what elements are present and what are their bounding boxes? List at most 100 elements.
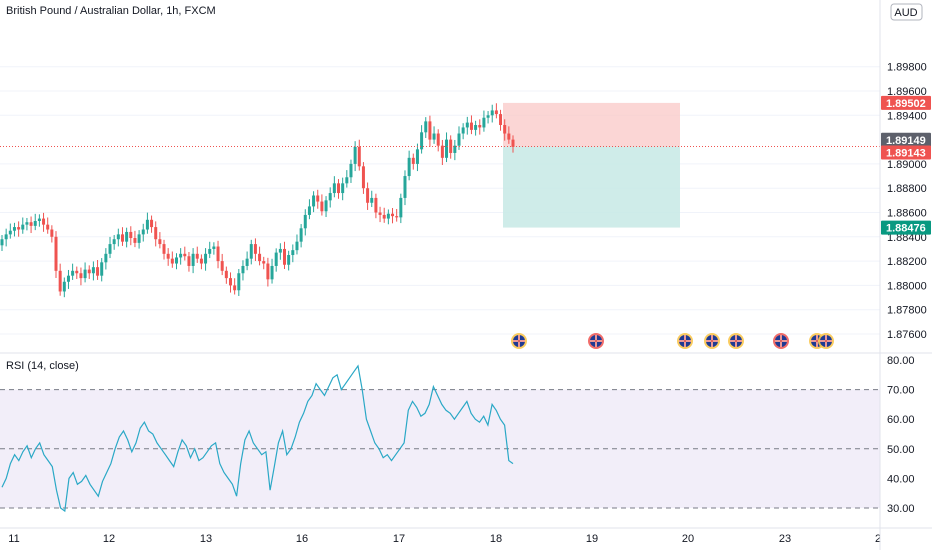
candle-body (220, 261, 224, 271)
candle-body (320, 201, 324, 212)
candle-body (75, 270, 79, 274)
candle-body (249, 244, 253, 259)
candle-body (490, 110, 494, 116)
au-flag-icon[interactable] (773, 333, 789, 349)
rsi-tick-label: 80.00 (887, 355, 915, 367)
candle-body (108, 244, 112, 254)
candle-body (440, 145, 444, 158)
candle-body (366, 188, 370, 203)
candle-body (478, 125, 482, 128)
take-profit-zone[interactable] (503, 146, 680, 228)
candle-body (465, 122, 469, 128)
candle-body (154, 227, 158, 240)
au-flag-icon[interactable] (588, 333, 604, 349)
uk-flag-icon[interactable] (704, 333, 720, 349)
candle-body (507, 133, 511, 140)
rsi-line (1, 364, 514, 513)
economic-events[interactable] (511, 333, 834, 349)
price-tick-label: 1.89400 (887, 110, 927, 122)
price-axis[interactable]: 1.89800 1.89600 1.89400 1.89000 1.88800 1.886… (887, 62, 927, 341)
uk-flag-icon[interactable] (818, 333, 834, 349)
candle-body (457, 133, 461, 146)
candle-body (332, 183, 336, 194)
rsi-tick-label: 70.00 (887, 385, 915, 397)
time-tick-label: 13 (200, 533, 212, 545)
time-tick-label: 2 (875, 533, 881, 545)
candle-body (253, 244, 257, 254)
candle-body (179, 253, 183, 258)
candle-body (424, 121, 428, 133)
candle-body (71, 270, 75, 276)
stop-loss-zone[interactable] (503, 102, 680, 147)
candle-body (133, 238, 137, 243)
candle-body (170, 258, 174, 264)
candle-body (25, 222, 29, 225)
time-axis[interactable]: 11 12 13 16 17 18 19 20 23 2 (8, 533, 881, 545)
rsi-grid (0, 389, 880, 509)
rsi-axis[interactable]: 80.00 70.00 60.00 50.00 40.00 30.00 (887, 355, 915, 515)
candle-body (17, 227, 21, 230)
candle-body (204, 253, 208, 264)
uk-flag-icon[interactable] (511, 333, 527, 349)
candle-body (486, 115, 490, 118)
uk-flag-icon[interactable] (728, 333, 744, 349)
price-tag-label: 1.89149 (886, 135, 926, 147)
candle-body (195, 253, 199, 259)
candle-body (29, 222, 33, 226)
rsi-tick-label: 50.00 (887, 444, 915, 456)
candle-body (241, 265, 245, 274)
candle-body (503, 125, 507, 134)
candle-body (54, 236, 58, 271)
currency-button[interactable]: AUD (890, 3, 923, 21)
candle-body (199, 258, 203, 264)
candle-body (224, 270, 228, 279)
candle-body (228, 278, 232, 286)
chart-title: British Pound / Australian Dollar, 1h, F… (6, 5, 216, 17)
candle-body (357, 146, 361, 167)
candle-body (511, 139, 515, 147)
candle-body (12, 227, 16, 231)
candle-body (399, 197, 403, 218)
candle-body (461, 127, 465, 134)
price-tag-label: 1.88476 (886, 223, 926, 235)
time-tick-label: 18 (490, 533, 502, 545)
candle-body (191, 253, 195, 266)
candle-body (312, 195, 316, 207)
candle-body (120, 234, 124, 242)
candle-body (208, 248, 212, 254)
candle-body (274, 252, 278, 266)
candle-body (266, 263, 270, 280)
time-tick-label: 19 (586, 533, 598, 545)
candle-body (428, 121, 432, 140)
candle-body (370, 197, 374, 203)
price-tag-label: 1.89143 (886, 148, 926, 160)
price-tag-label: 1.89502 (886, 98, 926, 110)
candle-body (116, 234, 120, 240)
price-tick-label: 1.89000 (887, 159, 927, 171)
candle-body (258, 253, 262, 262)
candle-body (278, 248, 282, 253)
candle-body (187, 256, 191, 266)
candle-body (129, 231, 133, 239)
candle-body (58, 270, 62, 292)
time-tick-label: 20 (682, 533, 694, 545)
candle-body (91, 267, 95, 274)
candle-body (283, 248, 287, 265)
candle-body (104, 253, 108, 263)
uk-flag-icon[interactable] (677, 333, 693, 349)
price-tag: 1.89143 (881, 145, 931, 160)
candle-body (46, 224, 50, 230)
candle-body (112, 239, 116, 245)
candle-body (324, 200, 328, 212)
candle-body (21, 224, 25, 230)
candle-body (162, 244, 166, 254)
candle-body (87, 269, 91, 274)
candle-body (499, 114, 503, 126)
candle-body (382, 214, 386, 219)
candle-body (453, 145, 457, 153)
rsi-tick-label: 30.00 (887, 503, 915, 515)
candle-body (395, 216, 399, 218)
candle-body (474, 125, 478, 130)
price-tick-label: 1.88400 (887, 232, 927, 244)
